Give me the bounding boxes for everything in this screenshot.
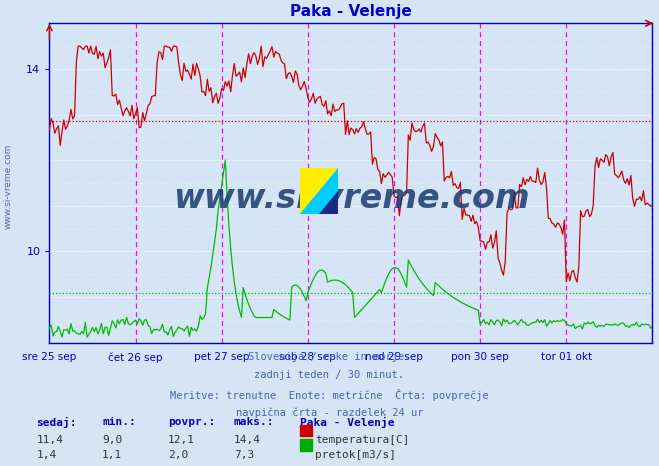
Text: pretok[m3/s]: pretok[m3/s] [315,450,396,459]
Text: temperatura[C]: temperatura[C] [315,435,409,445]
Text: navpična črta - razdelek 24 ur: navpična črta - razdelek 24 ur [236,408,423,418]
Text: 9,0: 9,0 [102,435,123,445]
Text: www.si-vreme.com: www.si-vreme.com [3,144,13,229]
Text: 1,1: 1,1 [102,450,123,459]
Text: Paka - Velenje: Paka - Velenje [300,417,394,428]
Text: 7,3: 7,3 [234,450,254,459]
Text: povpr.:: povpr.: [168,417,215,427]
Text: zadnji teden / 30 minut.: zadnji teden / 30 minut. [254,370,405,380]
Text: 2,0: 2,0 [168,450,188,459]
Text: www.si-vreme.com: www.si-vreme.com [173,182,529,215]
Text: 1,4: 1,4 [36,450,57,459]
Text: 11,4: 11,4 [36,435,63,445]
Text: min.:: min.: [102,417,136,427]
Polygon shape [319,191,338,214]
Polygon shape [300,168,338,214]
Text: sedaj:: sedaj: [36,417,76,428]
Title: Paka - Velenje: Paka - Velenje [290,4,412,20]
Polygon shape [300,168,338,214]
Text: 12,1: 12,1 [168,435,195,445]
Text: 14,4: 14,4 [234,435,261,445]
Text: maks.:: maks.: [234,417,274,427]
Text: Slovenija / reke in morje.: Slovenija / reke in morje. [248,352,411,362]
Text: Meritve: trenutne  Enote: metrične  Črta: povprečje: Meritve: trenutne Enote: metrične Črta: … [170,389,489,401]
